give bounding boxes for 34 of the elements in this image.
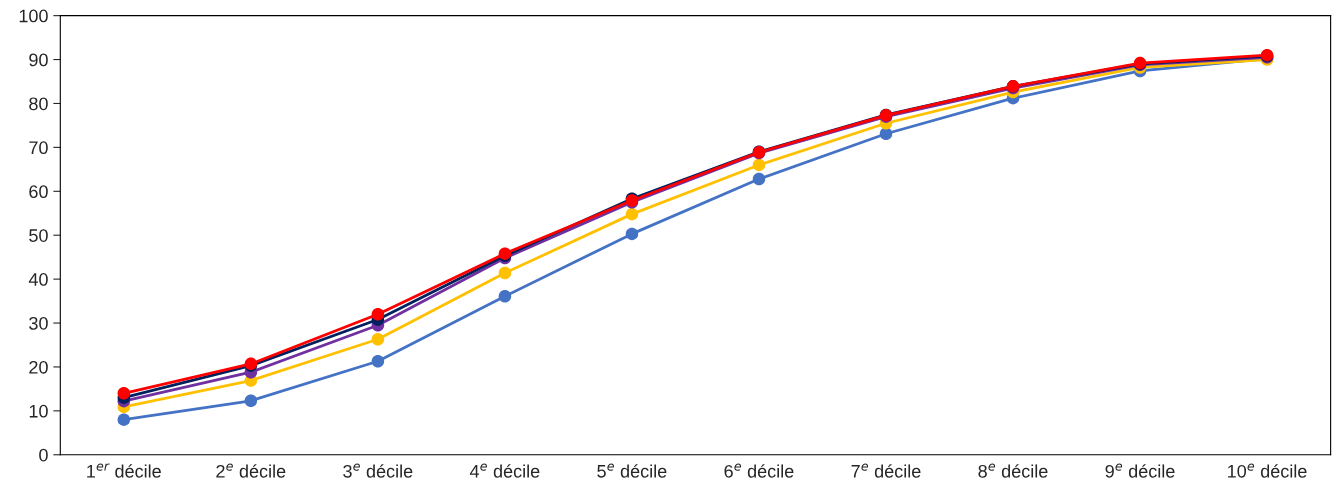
y-tick-label: 30 — [29, 316, 48, 330]
point — [371, 354, 385, 368]
y-tick-label: 90 — [29, 53, 48, 67]
x-tick-label: 10$^{e}$ décile — [1228, 463, 1307, 478]
y-tick-label: 70 — [29, 141, 48, 155]
point — [371, 333, 385, 346]
x-tick-label: 7$^{e}$ décile — [851, 463, 921, 478]
point — [371, 308, 385, 321]
x-tick-label: 2$^{e}$ décile — [216, 463, 286, 478]
y-tick-label: 100 — [19, 9, 48, 23]
y-tick-label: 80 — [29, 97, 48, 111]
y-tick-label: 20 — [29, 360, 48, 374]
x-tick-label: 9$^{e}$ décile — [1105, 463, 1175, 478]
point — [752, 172, 766, 186]
point — [879, 127, 893, 141]
y-tick-label: 50 — [29, 229, 48, 242]
point — [625, 207, 639, 221]
point — [498, 290, 512, 303]
point — [498, 266, 512, 280]
x-tick-label: 4$^{e}$ décile — [469, 463, 540, 478]
y-tick-label: 10 — [29, 404, 48, 418]
x-tick-label: 8$^{e}$ décile — [978, 463, 1048, 478]
point — [625, 227, 639, 241]
point — [752, 158, 766, 172]
x-tick-label: 5$^{e}$ décile — [597, 463, 667, 478]
x-tick-label: 6$^{e}$ décile — [724, 463, 794, 478]
y-tick-label: 40 — [28, 273, 48, 286]
point — [244, 394, 258, 408]
x-tick-label: 1$^{er}$ décile — [87, 463, 161, 478]
point — [117, 387, 131, 400]
x-tick-label: 3$^{e}$ décile — [343, 463, 413, 478]
y-tick-label: 60 — [29, 185, 48, 199]
y-tick-label: 0 — [39, 448, 48, 462]
point — [117, 413, 131, 426]
